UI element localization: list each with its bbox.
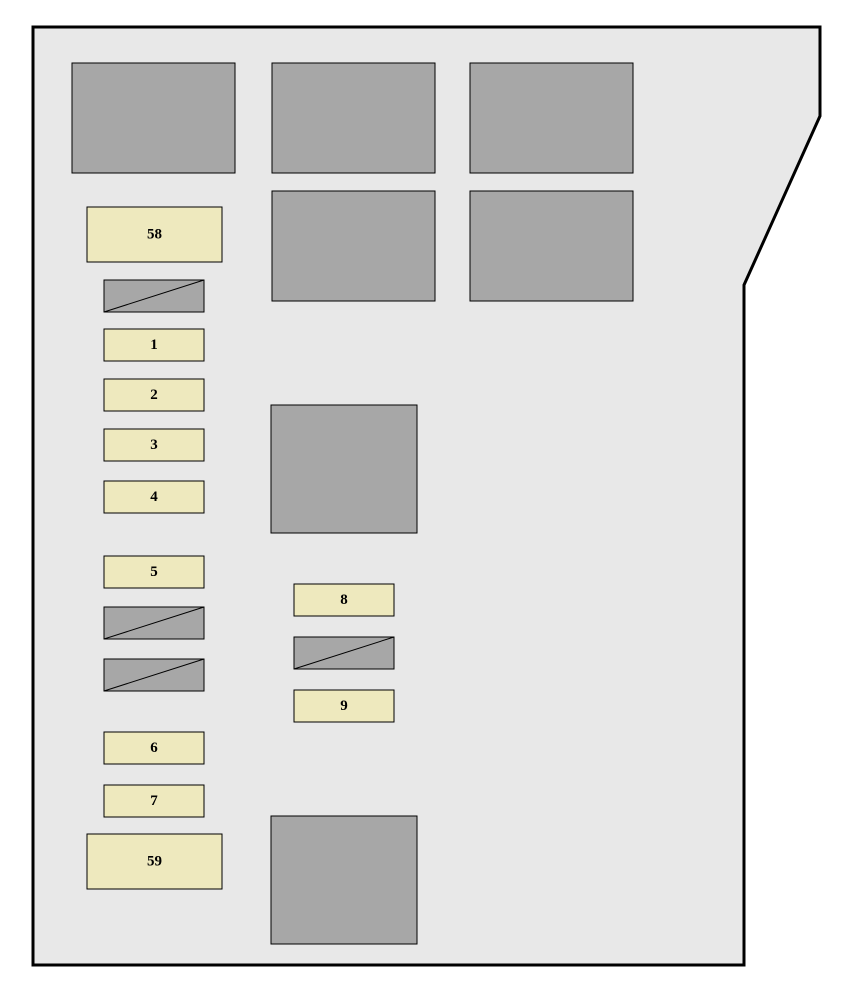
fuse-1: 1 xyxy=(104,329,204,361)
fuse-3: 3 xyxy=(104,429,204,461)
fuse-9: 9 xyxy=(294,690,394,722)
fuse-box-diagram: 58 1 2 3 4 5 6 7 59 8 9 xyxy=(0,0,855,982)
fuse-2: 2 xyxy=(104,379,204,411)
fuse-6-label: 6 xyxy=(150,740,158,756)
fuse-7: 7 xyxy=(104,785,204,817)
fuse-3-label: 3 xyxy=(150,437,158,453)
fuse-8-label: 8 xyxy=(340,592,348,608)
fuse-4-label: 4 xyxy=(150,489,158,505)
fuse-2-label: 2 xyxy=(150,387,158,403)
relay-block-2 xyxy=(272,63,435,173)
fuse-5: 5 xyxy=(104,556,204,588)
fuse-1-label: 1 xyxy=(150,337,158,353)
relay-block-1 xyxy=(72,63,235,173)
spare-slot-3 xyxy=(104,659,204,691)
fuse-59-label: 59 xyxy=(147,854,162,870)
spare-slot-4 xyxy=(294,637,394,669)
fuse-58: 58 xyxy=(87,207,222,262)
fuse-58-label: 58 xyxy=(147,227,162,243)
spare-slot-1 xyxy=(104,280,204,312)
fuse-59: 59 xyxy=(87,834,222,889)
fuse-9-label: 9 xyxy=(340,698,348,714)
relay-block-6 xyxy=(271,405,417,533)
fuse-4: 4 xyxy=(104,481,204,513)
spare-slot-2 xyxy=(104,607,204,639)
relay-block-7 xyxy=(271,816,417,944)
relay-block-4 xyxy=(272,191,435,301)
fuse-6: 6 xyxy=(104,732,204,764)
fuse-5-label: 5 xyxy=(150,564,158,580)
relay-block-3 xyxy=(470,63,633,173)
fuse-8: 8 xyxy=(294,584,394,616)
fuse-7-label: 7 xyxy=(150,793,158,809)
relay-block-5 xyxy=(470,191,633,301)
